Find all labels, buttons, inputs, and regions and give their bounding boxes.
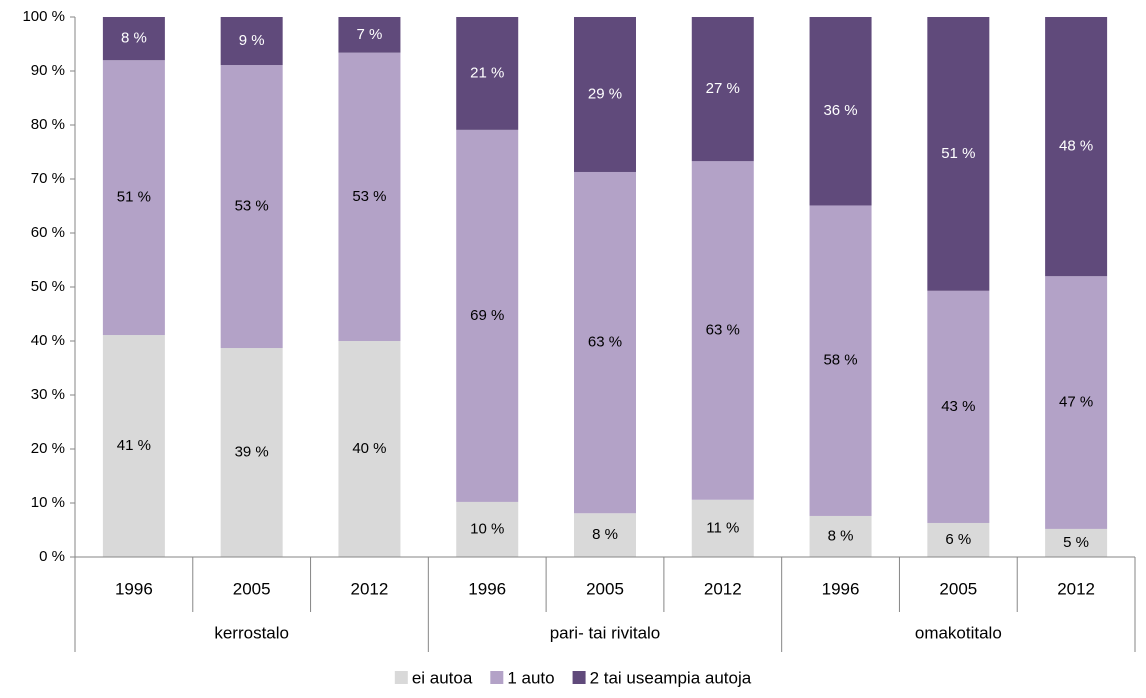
data-label: 8 % [121,30,147,47]
data-label: 51 % [941,145,975,162]
x-tick-label: 1996 [115,579,153,598]
data-label: 40 % [352,440,386,457]
legend-swatch [572,671,586,684]
data-label: 8 % [828,527,854,544]
legend-label: 2 tai useampia autoja [590,668,752,687]
y-tick-label: 40 % [31,332,65,349]
data-label: 29 % [588,85,622,102]
data-label: 27 % [706,80,740,97]
data-label: 63 % [706,321,740,338]
bar-segment [102,60,165,336]
legend-swatch [490,671,504,684]
bar-segment [338,17,401,53]
bar-segment [338,52,401,341]
bar-segment [220,348,283,557]
bar-segment [1045,276,1108,529]
y-tick-label: 50 % [31,278,65,295]
x-tick-label: 2005 [939,579,977,598]
data-label: 53 % [235,198,269,215]
y-tick-label: 60 % [31,224,65,241]
bar-segment [927,17,990,291]
data-label: 58 % [823,352,857,369]
bar-segment [809,205,872,516]
data-label: 8 % [592,526,618,543]
x-tick-label: 2005 [586,579,624,598]
legend-label: ei autoa [412,668,473,687]
data-label: 36 % [823,102,857,119]
data-label: 53 % [352,188,386,205]
legend-swatch [394,671,408,684]
data-label: 9 % [239,32,265,49]
data-label: 63 % [588,334,622,351]
bar-segment [574,513,636,557]
data-label: 6 % [945,531,971,548]
bar-segment [220,65,283,349]
x-tick-label: 2012 [351,579,389,598]
x-tick-label: 2005 [233,579,271,598]
x-tick-label: 1996 [822,579,860,598]
y-tick-label: 30 % [31,386,65,403]
bar-segment [809,515,872,557]
bar-segment [456,17,519,130]
x-tick-label: 1996 [468,579,506,598]
data-label: 43 % [941,398,975,415]
y-tick-label: 0 % [39,548,65,565]
y-tick-label: 100 % [22,8,65,25]
group-label: pari- tai rivitalo [550,623,661,642]
legend-label: 1 auto [507,668,554,687]
data-label: 10 % [470,520,504,537]
data-label: 21 % [470,64,504,81]
group-label: omakotitalo [915,623,1002,642]
data-label: 11 % [706,519,739,536]
bar-segment [102,17,165,61]
bar-segment [691,161,754,500]
y-tick-label: 20 % [31,440,65,457]
bar-segment [456,129,519,502]
bar-segment [574,171,636,514]
data-label: 39 % [235,443,269,460]
group-label: kerrostalo [214,623,289,642]
x-tick-label: 2012 [1057,579,1095,598]
bar-segment [691,499,754,557]
y-tick-label: 70 % [31,170,65,187]
bar-segment [927,290,990,523]
bar-segment [1045,528,1108,557]
bar-segment [1045,17,1108,277]
data-label: 41 % [117,437,151,454]
bar-segment [809,17,872,206]
bar-segment [574,17,636,172]
data-label: 48 % [1059,138,1093,155]
bar-segment [691,17,754,162]
bar-segment [338,341,401,557]
data-label: 51 % [117,189,151,206]
data-label: 5 % [1063,534,1089,551]
y-tick-label: 10 % [31,494,65,511]
data-label: 47 % [1059,394,1093,411]
bar-segment [927,522,990,557]
x-tick-label: 2012 [704,579,742,598]
data-label: 69 % [470,307,504,324]
bar-segment [102,335,165,557]
y-tick-label: 90 % [31,62,65,79]
data-label: 7 % [357,26,383,43]
bar-segment [220,17,283,66]
bar-segment [456,501,519,557]
y-tick-label: 80 % [31,116,65,133]
